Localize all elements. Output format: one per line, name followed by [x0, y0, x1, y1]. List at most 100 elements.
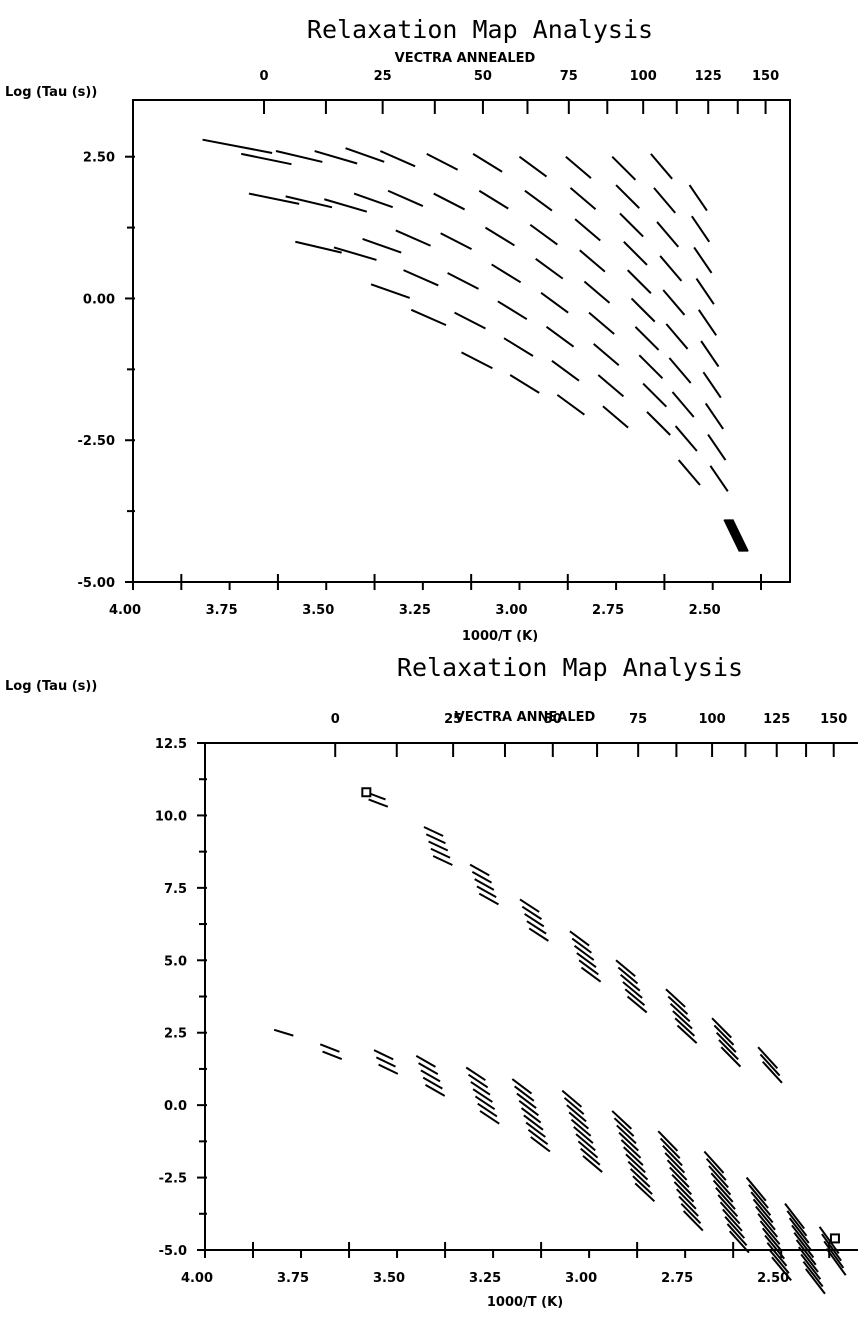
chart2-lower-relaxation-segment — [715, 1187, 736, 1210]
chart2-upper-relaxation-segment — [757, 1046, 779, 1070]
chart1-relaxation-segment — [693, 246, 713, 274]
chart1-top-tick-label: 100 — [630, 69, 657, 84]
chart1-relaxation-segment — [518, 155, 548, 178]
chart1-relaxation-segment — [593, 343, 620, 366]
chart1-relaxation-segment — [583, 280, 611, 304]
chart1-relaxation-segment — [556, 394, 585, 416]
chart2-lower-relaxation-segment — [474, 1095, 496, 1111]
chart2-y-tick-label: 0.0 — [164, 1099, 187, 1114]
chart1-relaxation-segment — [509, 374, 540, 394]
chart1-relaxation-segment — [704, 402, 724, 430]
chart1-relaxation-segment — [638, 354, 664, 380]
chart2-lower-relaxation-segment — [825, 1247, 847, 1276]
chart2-lower-relaxation-segment — [518, 1099, 540, 1117]
chart2-top-tick-label: 75 — [629, 712, 647, 727]
chart2-lower-relaxation-segment — [472, 1088, 493, 1103]
chart2-xlabel: 1000/T (K) — [487, 1295, 563, 1310]
chart2-upper-relaxation-segment — [428, 840, 449, 852]
chart1-relaxation-segment — [540, 291, 569, 314]
chart2-lower-relaxation-segment — [422, 1076, 443, 1090]
chart1-relaxation-segment — [597, 374, 625, 398]
chart2-lower-relaxation-segment — [627, 1160, 649, 1181]
chart1-relaxation-segment — [461, 351, 493, 370]
chart2-y-tick-label: 12.5 — [155, 737, 187, 752]
chart2-upper-relaxation-segment — [576, 952, 597, 969]
chart2-lower-relaxation-segment — [620, 1139, 642, 1159]
chart2-upper-relaxation-segment — [667, 995, 689, 1015]
chart2-lower-relaxation-segment — [745, 1176, 767, 1202]
chart1-relaxation-segment — [724, 519, 742, 552]
chart2-x-tick-label: 3.75 — [277, 1271, 309, 1286]
chart2-lower-relaxation-segment — [582, 1155, 603, 1173]
chart1-relaxation-segment — [503, 337, 534, 357]
chart2-lower-relaxation-segment — [818, 1226, 840, 1255]
chart2-lower-relaxation-segment — [671, 1173, 693, 1196]
chart1-top-tick-label: 75 — [560, 69, 578, 84]
chart2-upper-relaxation-segment — [478, 892, 499, 906]
chart2-y-tick-label: 10.0 — [155, 809, 187, 824]
chart2-lower-relaxation-segment — [724, 1216, 746, 1239]
chart2-lower-relaxation-segment — [573, 1126, 594, 1144]
chart2-lower-relaxation-segment — [748, 1184, 769, 1209]
chart2-upper-relaxation-segment — [676, 1024, 698, 1044]
chart2-lower-relaxation-segment — [634, 1182, 656, 1203]
chart2-top-tick-label: 0 — [331, 712, 340, 727]
chart2-lower-relaxation-segment — [728, 1230, 750, 1254]
chart1-top-tick-label: 0 — [259, 69, 268, 84]
chart2-lower-relaxation-segment — [764, 1234, 786, 1260]
chart1-top-tick-label: 150 — [752, 69, 779, 84]
chart2-lower-relaxation-segment — [675, 1188, 697, 1210]
chart2-upper-relaxation-segment — [713, 1024, 735, 1046]
chart1-relaxation-segment — [665, 323, 689, 350]
chart2-upper-relaxation-segment — [761, 1061, 783, 1084]
chart2-lower-relaxation-segment — [791, 1224, 812, 1251]
chart1-relaxation-segment — [695, 278, 715, 305]
chart2-upper-relaxation-segment — [432, 855, 453, 866]
chart1-relaxation-segment — [535, 257, 564, 280]
chart1-relaxation-segment — [202, 138, 273, 154]
chart1-top-tick-label: 25 — [374, 69, 392, 84]
chart1-relaxation-segment — [691, 215, 711, 243]
chart2-upper-relaxation-segment — [573, 944, 595, 961]
chart2-lower-relaxation-segment — [511, 1078, 533, 1095]
chart1-relaxation-segment — [524, 189, 553, 212]
chart2-y-tick-label: 7.5 — [164, 882, 187, 897]
chart2-upper-relaxation-segment — [569, 930, 590, 947]
chart2-lower-relaxation-segment — [712, 1179, 734, 1203]
chart1-relaxation-segment — [674, 425, 698, 452]
chart1-relaxation-segment — [285, 195, 333, 209]
chart1-relaxation-segment — [440, 232, 473, 251]
chart2-lower-relaxation-segment — [525, 1121, 546, 1138]
chart2-x-tick-label: 3.00 — [565, 1271, 597, 1286]
chart1-relaxation-segment — [702, 371, 722, 399]
chart1-relaxation-segment — [395, 229, 431, 247]
chart2-x-tick-label: 4.00 — [181, 1271, 213, 1286]
chart1-relaxation-segment — [241, 152, 292, 166]
chart2-upper-relaxation-segment — [528, 927, 549, 942]
chart2-lower-relaxation-segment — [420, 1069, 441, 1083]
chart2-ylabel: Log (Tau (s)) — [5, 679, 97, 694]
chart2-lower-relaxation-segment — [319, 1043, 340, 1053]
chart2-upper-relaxation-segment — [718, 1039, 739, 1061]
chart2-endpoint-marker — [829, 1233, 840, 1244]
chart2-lower-relaxation-segment — [673, 1181, 695, 1203]
chart2-plot-frame — [204, 742, 858, 1251]
chart1-relaxation-segment — [529, 223, 558, 246]
chart2-lower-relaxation-segment — [527, 1128, 549, 1146]
chart2-lower-relaxation-segment — [768, 1249, 790, 1274]
chart1-relaxation-segment — [574, 218, 601, 242]
chart2-upper-relaxation-segment — [519, 898, 540, 913]
chart1-x-tick-label: 3.25 — [399, 603, 431, 618]
chart2-lower-relaxation-segment — [625, 1153, 646, 1174]
chart2-lower-relaxation-segment — [821, 1233, 842, 1262]
chart2-lower-relaxation-segment — [784, 1203, 806, 1230]
chart1-relaxation-segment — [295, 240, 342, 254]
chart2-upper-relaxation-segment — [526, 920, 547, 935]
chart1-relaxation-segment — [333, 246, 377, 261]
chart2-lower-relaxation-segment — [669, 1166, 690, 1188]
chart2-lower-relaxation-segment — [759, 1220, 781, 1245]
chart1-y-tick-label: -2.50 — [78, 434, 115, 449]
chart2-lower-relaxation-segment — [424, 1083, 446, 1097]
chart2-lower-relaxation-segment — [629, 1168, 651, 1188]
